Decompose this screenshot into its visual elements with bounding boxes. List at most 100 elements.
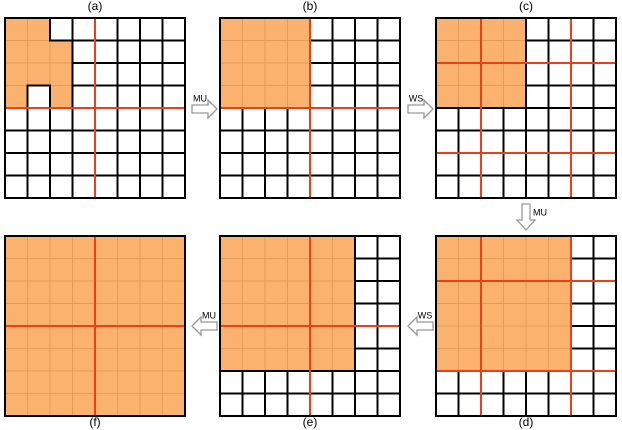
- empty-cell: [49, 129, 74, 154]
- empty-cell: [570, 370, 595, 395]
- filled-cell: [94, 280, 118, 304]
- empty-cell: [309, 152, 334, 177]
- filled-cell: [548, 348, 572, 372]
- filled-cell: [503, 40, 527, 64]
- filled-cell: [117, 393, 141, 417]
- empty-cell: [26, 129, 51, 154]
- empty-cell: [592, 347, 617, 372]
- empty-cell: [480, 107, 505, 132]
- filled-cell: [503, 348, 527, 372]
- filled-cell: [332, 303, 356, 327]
- filled-cell: [219, 235, 243, 259]
- filled-cell: [332, 325, 356, 349]
- empty-cell: [331, 17, 356, 42]
- filled-cell: [332, 235, 356, 259]
- filled-cell: [264, 303, 288, 327]
- filled-cell: [162, 235, 186, 259]
- filled-cell: [525, 348, 549, 372]
- empty-cell: [592, 152, 617, 177]
- empty-cell: [525, 392, 550, 417]
- filled-cell: [264, 17, 288, 41]
- filled-cell: [27, 370, 51, 394]
- filled-cell: [4, 280, 28, 304]
- empty-cell: [94, 62, 119, 87]
- empty-cell: [26, 152, 51, 177]
- filled-cell: [139, 393, 163, 417]
- filled-cell: [480, 235, 504, 259]
- empty-cell: [525, 84, 550, 109]
- filled-cell: [435, 258, 459, 282]
- filled-cell: [332, 348, 356, 372]
- empty-cell: [49, 152, 74, 177]
- filled-cell: [480, 325, 504, 349]
- empty-cell: [309, 62, 334, 87]
- empty-cell: [286, 370, 311, 395]
- filled-cell: [219, 62, 243, 86]
- empty-cell: [547, 370, 572, 395]
- empty-cell: [570, 17, 595, 42]
- filled-cell: [548, 303, 572, 327]
- empty-cell: [480, 392, 505, 417]
- filled-cell: [503, 258, 527, 282]
- filled-cell: [480, 17, 504, 41]
- empty-cell: [457, 129, 482, 154]
- filled-cell: [480, 303, 504, 327]
- filled-cell: [548, 235, 572, 259]
- empty-cell: [161, 129, 186, 154]
- filled-cell: [49, 235, 73, 259]
- empty-cell: [376, 235, 401, 260]
- empty-cell: [71, 84, 96, 109]
- filled-cell: [264, 85, 288, 109]
- empty-cell: [161, 39, 186, 64]
- empty-cell: [264, 392, 289, 417]
- filled-cell: [287, 235, 311, 259]
- empty-cell: [71, 129, 96, 154]
- filled-cell: [435, 62, 459, 86]
- empty-cell: [435, 392, 460, 417]
- empty-cell: [286, 129, 311, 154]
- empty-cell: [331, 392, 356, 417]
- empty-cell: [376, 84, 401, 109]
- empty-cell: [264, 129, 289, 154]
- grids: (a) (b) (c) (d) (e) (f): [4, 0, 617, 429]
- empty-cell: [354, 347, 379, 372]
- arrow-label: MU: [533, 207, 547, 217]
- filled-cell: [309, 258, 333, 282]
- filled-cell: [219, 17, 243, 41]
- filled-cell: [4, 17, 28, 41]
- empty-cell: [457, 174, 482, 199]
- empty-cell: [26, 84, 51, 109]
- empty-cell: [525, 174, 550, 199]
- filled-cell: [4, 85, 28, 109]
- empty-cell: [264, 107, 289, 132]
- grid-border: [4, 17, 186, 199]
- empty-cell: [502, 107, 527, 132]
- filled-cell: [242, 235, 266, 259]
- empty-cell: [376, 257, 401, 282]
- empty-cell: [502, 152, 527, 177]
- filled-cell: [287, 303, 311, 327]
- arrow-left: [191, 315, 218, 337]
- filled-cell: [72, 235, 96, 259]
- empty-cell: [376, 129, 401, 154]
- panel-label: (c): [519, 0, 533, 13]
- empty-cell: [570, 347, 595, 372]
- empty-cell: [219, 174, 244, 199]
- filled-cell: [264, 348, 288, 372]
- filled-cell: [117, 280, 141, 304]
- empty-cell: [161, 174, 186, 199]
- filled-cell: [309, 325, 333, 349]
- filled-cell: [27, 280, 51, 304]
- filled-cell: [309, 348, 333, 372]
- empty-cell: [161, 107, 186, 132]
- filled-cell: [72, 258, 96, 282]
- empty-cell: [502, 392, 527, 417]
- filled-cell: [49, 393, 73, 417]
- empty-cell: [116, 152, 141, 177]
- filled-cell: [139, 258, 163, 282]
- filled-cell: [503, 17, 527, 41]
- empty-cell: [592, 302, 617, 327]
- filled-cell: [287, 17, 311, 41]
- empty-cell: [547, 62, 572, 87]
- filled-cell: [94, 393, 118, 417]
